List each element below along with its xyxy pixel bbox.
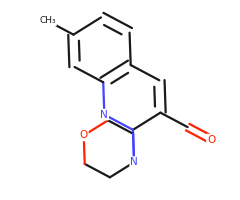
Text: CH₃: CH₃ xyxy=(39,16,56,25)
Text: N: N xyxy=(130,157,138,167)
Text: O: O xyxy=(80,130,88,140)
Text: N: N xyxy=(101,110,108,120)
Text: O: O xyxy=(207,135,215,145)
